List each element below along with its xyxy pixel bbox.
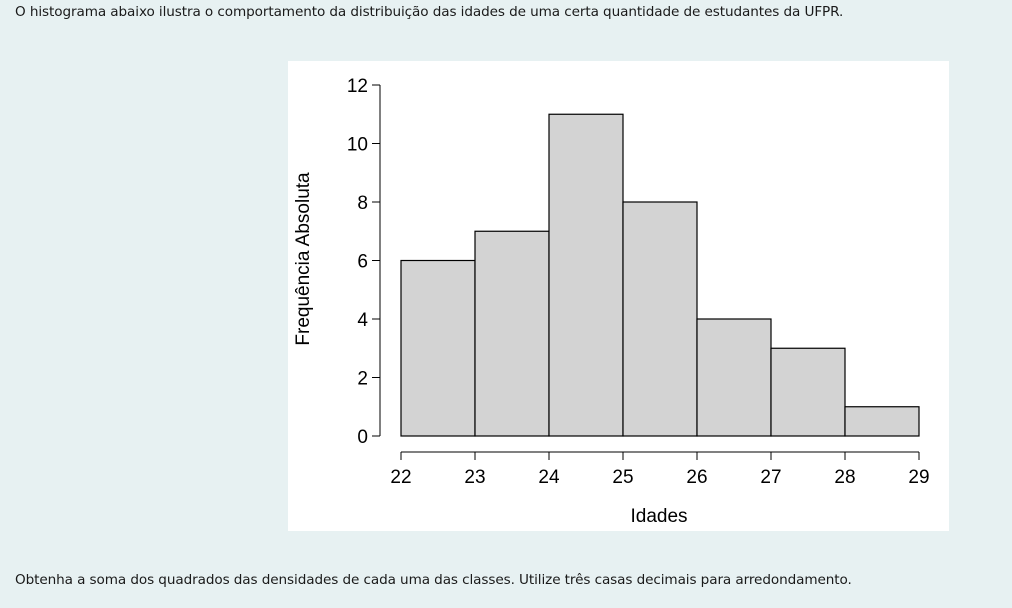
x-tick-label: 28: [834, 467, 855, 488]
histogram-bar: [548, 113, 624, 437]
histogram-bar: [844, 406, 920, 437]
x-tick-label: 24: [538, 467, 560, 488]
y-tick-label: 4: [357, 310, 368, 331]
x-tick-label: 29: [908, 467, 929, 488]
x-tick-label: 22: [390, 467, 411, 488]
y-tick-label: 8: [357, 193, 368, 214]
y-tick-label: 12: [347, 76, 368, 97]
histogram-bar: [622, 201, 698, 437]
x-tick-label: 25: [612, 467, 633, 488]
histogram-bar: [474, 230, 550, 437]
x-tick-label: 26: [686, 467, 707, 488]
y-tick-label: 6: [357, 252, 368, 273]
histogram-bar: [696, 318, 772, 437]
histogram-figure: 0 2 4 6 8 10 12 22 23 24 25 26 27 28 29 Idades Frequê…: [288, 61, 949, 531]
histogram-bar: [770, 347, 846, 437]
intro-text: O histograma abaixo ilustra o comportame…: [15, 4, 844, 20]
y-tick-label: 2: [357, 369, 368, 390]
x-axis-title: Idades: [630, 506, 687, 527]
question-text: Obtenha a soma dos quadrados das densida…: [15, 572, 852, 588]
y-tick-label: 0: [357, 427, 368, 448]
x-tick-label: 23: [464, 467, 485, 488]
y-tick-label: 10: [347, 135, 368, 156]
x-tick-label: 27: [760, 467, 781, 488]
histogram-bar: [400, 259, 476, 437]
y-axis-title: Frequência Absoluta: [293, 172, 314, 346]
